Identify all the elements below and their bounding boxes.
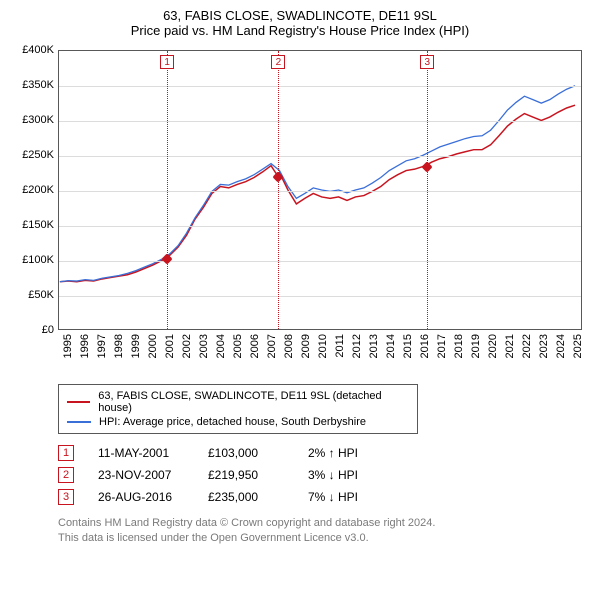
event-vline: [427, 51, 428, 329]
y-axis-label: £350K: [10, 79, 54, 91]
chart-title: 63, FABIS CLOSE, SWADLINCOTE, DE11 9SL: [10, 8, 590, 23]
chart-container: 63, FABIS CLOSE, SWADLINCOTE, DE11 9SL P…: [0, 0, 600, 554]
chart-subtitle: Price paid vs. HM Land Registry's House …: [10, 23, 590, 38]
event-diff: 7% ↓ HPI: [308, 490, 428, 504]
gridline: [59, 191, 581, 192]
y-axis-label: £100K: [10, 254, 54, 266]
y-axis-label: £50K: [10, 289, 54, 301]
series-hpi: [60, 86, 575, 282]
plot-area: 1 2 3: [58, 50, 582, 330]
event-date: 11-MAY-2001: [98, 446, 208, 460]
y-axis-label: £250K: [10, 149, 54, 161]
event-diff: 3% ↓ HPI: [308, 468, 428, 482]
events-table: 1 11-MAY-2001£103,0002% ↑ HPI 2 23-NOV-2007…: [58, 442, 590, 508]
event-price: £235,000: [208, 490, 308, 504]
event-date: 23-NOV-2007: [98, 468, 208, 482]
event-index-box: 3: [58, 489, 74, 505]
footer: Contains HM Land Registry data © Crown c…: [58, 516, 590, 546]
gridline: [59, 156, 581, 157]
event-row: 1 11-MAY-2001£103,0002% ↑ HPI: [58, 442, 590, 464]
y-axis-label: £300K: [10, 114, 54, 126]
gridline: [59, 86, 581, 87]
event-marker-box: 3: [420, 55, 434, 69]
y-axis-label: £200K: [10, 184, 54, 196]
legend-swatch: [67, 401, 90, 403]
x-axis-label: 2025: [572, 334, 600, 358]
event-diff: 2% ↑ HPI: [308, 446, 428, 460]
footer-line-1: Contains HM Land Registry data © Crown c…: [58, 516, 590, 531]
event-vline: [167, 51, 168, 329]
gridline: [59, 226, 581, 227]
y-axis-label: £0: [10, 324, 54, 336]
event-marker-box: 2: [271, 55, 285, 69]
event-date: 26-AUG-2016: [98, 490, 208, 504]
gridline: [59, 296, 581, 297]
event-marker-box: 1: [160, 55, 174, 69]
event-vline: [278, 51, 279, 329]
y-axis-label: £150K: [10, 219, 54, 231]
footer-line-2: This data is licensed under the Open Gov…: [58, 531, 590, 546]
chart-area: 1 2 3 £0 £50K £100K £150K £200K £250K £300K £350K…: [10, 42, 590, 382]
legend-item: 63, FABIS CLOSE, SWADLINCOTE, DE11 9SL (…: [67, 389, 409, 415]
event-row: 3 26-AUG-2016£235,0007% ↓ HPI: [58, 486, 590, 508]
legend: 63, FABIS CLOSE, SWADLINCOTE, DE11 9SL (…: [58, 384, 418, 434]
legend-label: HPI: Average price, detached house, Sout…: [99, 416, 366, 428]
event-price: £103,000: [208, 446, 308, 460]
series-price_paid: [60, 105, 575, 282]
legend-swatch: [67, 421, 91, 423]
gridline: [59, 261, 581, 262]
gridline: [59, 121, 581, 122]
event-index-box: 2: [58, 467, 74, 483]
series-svg: [59, 51, 581, 329]
legend-label: 63, FABIS CLOSE, SWADLINCOTE, DE11 9SL (…: [98, 390, 409, 414]
legend-item: HPI: Average price, detached house, Sout…: [67, 415, 409, 429]
y-axis-label: £400K: [10, 44, 54, 56]
event-price: £219,950: [208, 468, 308, 482]
event-index-box: 1: [58, 445, 74, 461]
event-row: 2 23-NOV-2007£219,9503% ↓ HPI: [58, 464, 590, 486]
